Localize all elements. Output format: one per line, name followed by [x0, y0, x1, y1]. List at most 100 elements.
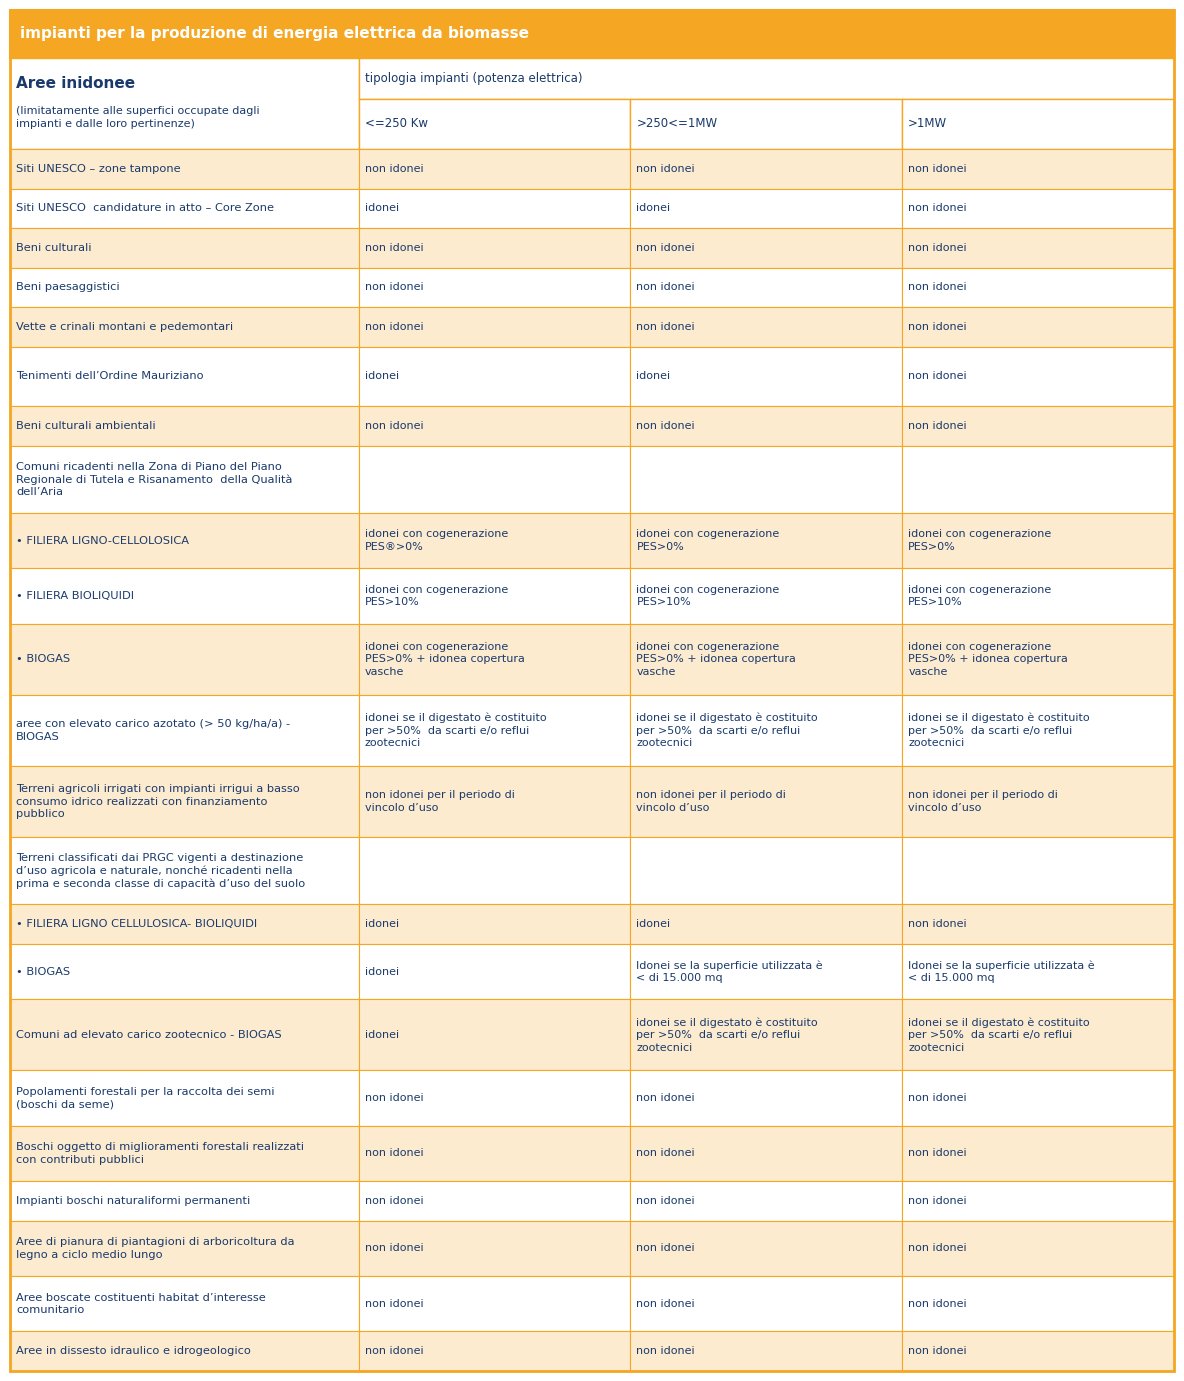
Bar [630, 1000, 902, 1070]
Bar [9, 10, 1175, 58]
Bar [359, 1181, 630, 1221]
Bar [630, 1221, 902, 1276]
Text: Aree di pianura di piantagioni di arboricoltura da
legno a ciclo medio lungo: Aree di pianura di piantagioni di arbori… [17, 1237, 295, 1259]
Bar [9, 1126, 359, 1181]
Bar [9, 446, 359, 512]
Text: Boschi oggetto di miglioramenti forestali realizzati
con contributi pubblici: Boschi oggetto di miglioramenti forestal… [17, 1142, 304, 1164]
Bar [630, 943, 902, 1000]
Text: non idonei: non idonei [365, 1196, 423, 1206]
Text: idonei con cogenerazione
PES>10%: idonei con cogenerazione PES>10% [908, 584, 1051, 608]
Bar [630, 99, 902, 149]
Bar [359, 1276, 630, 1331]
Bar [902, 347, 1175, 406]
Text: non idonei: non idonei [365, 243, 423, 253]
Bar [902, 624, 1175, 695]
Bar [630, 695, 902, 766]
Bar [630, 446, 902, 512]
Text: non idonei per il periodo di
vincolo d’uso: non idonei per il periodo di vincolo d’u… [637, 790, 786, 813]
Text: non idonei: non idonei [908, 920, 967, 929]
Text: non idonei: non idonei [637, 1094, 695, 1103]
Text: Beni culturali ambientali: Beni culturali ambientali [17, 421, 155, 431]
Text: non idonei: non idonei [908, 1094, 967, 1103]
Bar [9, 1221, 359, 1276]
Bar [9, 1181, 359, 1221]
Text: non idonei: non idonei [908, 322, 967, 331]
Text: Tenimenti dell’Ordine Mauriziano: Tenimenti dell’Ordine Mauriziano [17, 371, 204, 381]
Bar [902, 1070, 1175, 1126]
Text: Siti UNESCO – zone tampone: Siti UNESCO – zone tampone [17, 164, 181, 174]
Bar [630, 307, 902, 347]
Text: Aree inidonee: Aree inidonee [17, 76, 135, 91]
Text: non idonei: non idonei [637, 243, 695, 253]
Text: • FILIERA LIGNO-CELLOLOSICA: • FILIERA LIGNO-CELLOLOSICA [17, 536, 189, 545]
Bar [9, 943, 359, 1000]
Text: non idonei: non idonei [365, 322, 423, 331]
Text: non idonei: non idonei [908, 371, 967, 381]
Text: Siti UNESCO  candidature in atto – Core Zone: Siti UNESCO candidature in atto – Core Z… [17, 203, 274, 213]
Bar [359, 568, 630, 624]
Text: >250<=1MW: >250<=1MW [637, 117, 718, 130]
Text: idonei con cogenerazione
PES>0% + idonea copertura
vasche: idonei con cogenerazione PES>0% + idonea… [365, 642, 525, 677]
Text: non idonei: non idonei [908, 283, 967, 293]
Text: idonei se il digestato è costituito
per >50%  da scarti e/o reflui
zootecnici: idonei se il digestato è costituito per … [637, 713, 818, 749]
Text: (limitatamente alle superfici occupate dagli
impianti e dalle loro pertinenze): (limitatamente alle superfici occupate d… [17, 105, 259, 128]
Text: Popolamenti forestali per la raccolta dei semi
(boschi da seme): Popolamenti forestali per la raccolta de… [17, 1087, 275, 1109]
Text: idonei con cogenerazione
PES>0% + idonea copertura
vasche: idonei con cogenerazione PES>0% + idonea… [637, 642, 797, 677]
Bar [9, 766, 359, 837]
Text: idonei: idonei [365, 371, 399, 381]
Text: non idonei: non idonei [908, 1346, 967, 1356]
Text: non idonei: non idonei [365, 1094, 423, 1103]
Text: non idonei: non idonei [365, 1243, 423, 1254]
Text: non idonei per il periodo di
vincolo d’uso: non idonei per il periodo di vincolo d’u… [908, 790, 1058, 813]
Text: non idonei: non idonei [637, 283, 695, 293]
Text: idonei: idonei [365, 203, 399, 213]
Bar [359, 512, 630, 568]
Text: idonei se il digestato è costituito
per >50%  da scarti e/o reflui
zootecnici: idonei se il digestato è costituito per … [908, 1018, 1089, 1052]
Bar [9, 568, 359, 624]
Text: Aree in dissesto idraulico e idrogeologico: Aree in dissesto idraulico e idrogeologi… [17, 1346, 251, 1356]
Text: idonei: idonei [637, 371, 670, 381]
Text: • FILIERA BIOLIQUIDI: • FILIERA BIOLIQUIDI [17, 591, 134, 601]
Text: Terreni classificati dai PRGC vigenti a destinazione
d’uso agricola e naturale, : Terreni classificati dai PRGC vigenti a … [17, 852, 305, 889]
Bar [9, 189, 359, 228]
Bar [359, 228, 630, 268]
Text: non idonei: non idonei [908, 1149, 967, 1159]
Bar [359, 1070, 630, 1126]
Text: Comuni ricadenti nella Zona di Piano del Piano
Regionale di Tutela e Risanamento: Comuni ricadenti nella Zona di Piano del… [17, 461, 292, 497]
Text: non idonei: non idonei [365, 1298, 423, 1309]
Bar [630, 1331, 902, 1371]
Bar [630, 347, 902, 406]
Bar [902, 1126, 1175, 1181]
Text: Beni culturali: Beni culturali [17, 243, 91, 253]
Text: Aree boscate costituenti habitat d’interesse
comunitario: Aree boscate costituenti habitat d’inter… [17, 1293, 265, 1315]
Bar [902, 568, 1175, 624]
Text: impianti per la produzione di energia elettrica da biomasse: impianti per la produzione di energia el… [20, 26, 529, 41]
Text: non idonei: non idonei [637, 1149, 695, 1159]
Text: non idonei: non idonei [637, 1298, 695, 1309]
Bar [9, 307, 359, 347]
Text: idonei con cogenerazione
PES>0% + idonea copertura
vasche: idonei con cogenerazione PES>0% + idonea… [908, 642, 1068, 677]
Bar [902, 228, 1175, 268]
Bar [630, 406, 902, 446]
Bar [902, 149, 1175, 189]
Text: non idonei: non idonei [637, 164, 695, 174]
Bar [902, 99, 1175, 149]
Text: non idonei: non idonei [908, 1298, 967, 1309]
Bar [630, 837, 902, 905]
Bar [902, 1000, 1175, 1070]
Text: idonei: idonei [637, 203, 670, 213]
Bar [359, 905, 630, 943]
Text: non idonei: non idonei [637, 1243, 695, 1254]
Text: Idonei se la superficie utilizzata è
< di 15.000 mq: Idonei se la superficie utilizzata è < d… [908, 960, 1095, 983]
Bar [9, 268, 359, 307]
Bar [630, 189, 902, 228]
Text: tipologia impianti (potenza elettrica): tipologia impianti (potenza elettrica) [365, 72, 583, 84]
Bar [9, 695, 359, 766]
Bar [359, 446, 630, 512]
Bar [9, 624, 359, 695]
Bar [359, 837, 630, 905]
Bar [902, 837, 1175, 905]
Text: non idonei: non idonei [637, 322, 695, 331]
Bar [902, 1331, 1175, 1371]
Bar [630, 1070, 902, 1126]
